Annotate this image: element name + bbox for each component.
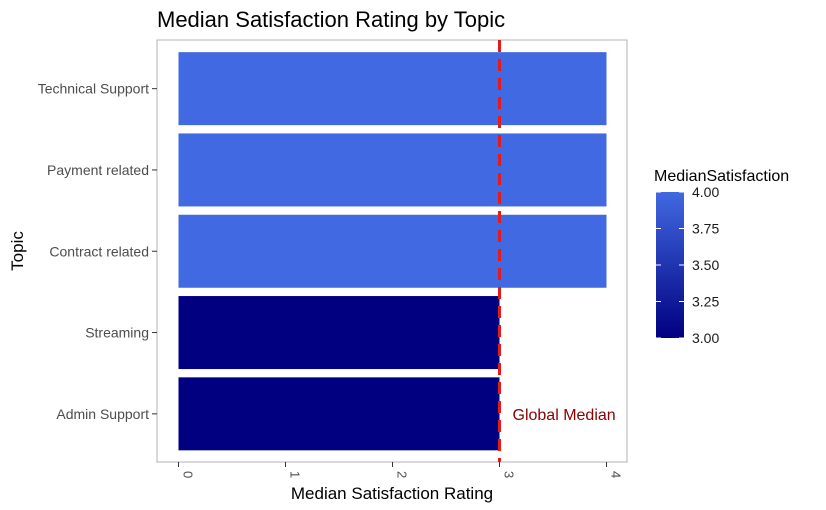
legend-ticks-group: 4.00 3.75 3.50 3.25 3.00 xyxy=(656,184,719,346)
bar xyxy=(178,214,607,288)
bar xyxy=(178,133,607,207)
chart-title: Median Satisfaction Rating by Topic xyxy=(157,7,505,32)
x-tick-label: 4 xyxy=(609,471,624,478)
y-tick-label: Streaming xyxy=(85,325,149,341)
y-ticks-group: Technical Support Payment related Contract… xyxy=(38,81,157,422)
bar xyxy=(178,377,500,451)
legend-tick-label: 3.50 xyxy=(692,257,719,273)
x-tick-label: 0 xyxy=(181,471,196,478)
x-tick-label: 3 xyxy=(502,471,517,478)
legend-tick-label: 3.75 xyxy=(692,221,719,237)
x-axis-title: Median Satisfaction Rating xyxy=(291,484,493,503)
x-tick-label: 2 xyxy=(395,471,410,478)
x-ticks-group: 0 1 2 3 4 xyxy=(178,462,624,478)
legend-title: MedianSatisfaction xyxy=(654,168,789,185)
y-tick-label: Technical Support xyxy=(38,81,149,97)
y-tick-label: Admin Support xyxy=(56,406,149,422)
legend-tick-label: 3.00 xyxy=(692,330,719,346)
bar xyxy=(178,52,607,126)
legend-tick-label: 4.00 xyxy=(692,184,719,200)
bar xyxy=(178,296,500,370)
global-median-label: Global Median xyxy=(513,407,616,424)
x-tick-label: 1 xyxy=(288,471,303,478)
y-axis-title: Topic xyxy=(8,231,27,271)
bars-group xyxy=(178,52,607,451)
y-tick-label: Payment related xyxy=(47,162,149,178)
y-tick-label: Contract related xyxy=(49,243,149,259)
legend-tick-label: 3.25 xyxy=(692,294,719,310)
